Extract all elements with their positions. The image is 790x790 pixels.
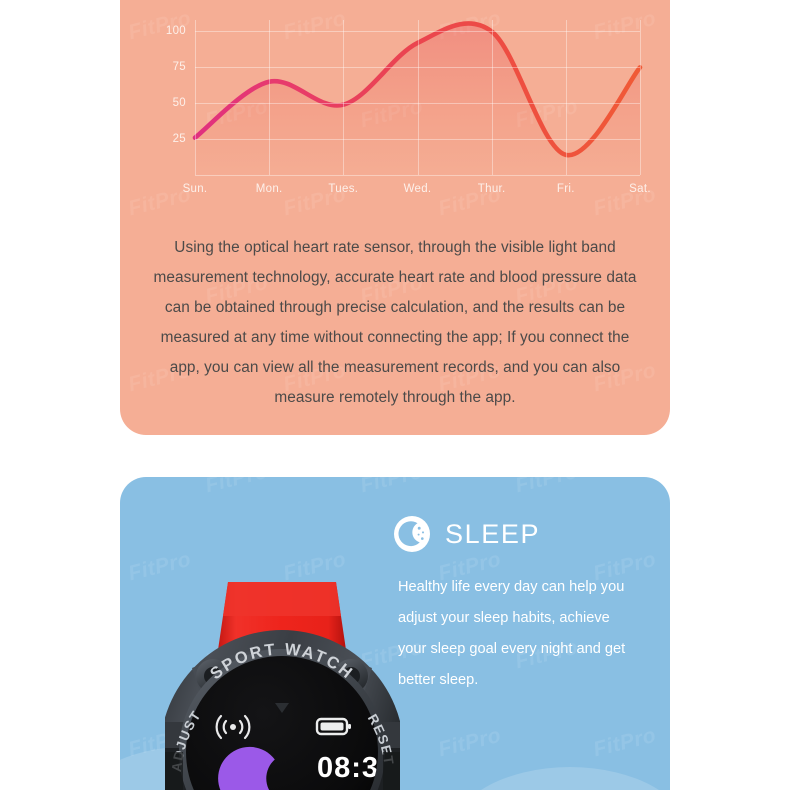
chart-x-tick-label: Sun.: [182, 183, 208, 195]
chart-x-tick-label: Sat.: [629, 183, 651, 195]
watermark-text: FitPro: [668, 95, 670, 134]
watermark-text: FitPro: [358, 477, 426, 498]
chart-gridline-vertical: [195, 20, 196, 175]
chart-series-svg: [192, 21, 643, 175]
cloud-decoration: [450, 767, 670, 790]
chart-gridline-horizontal: [195, 31, 640, 33]
sleep-heading: SLEEP: [393, 515, 540, 553]
watch-svg: SPORT WATCH ADJUST RESET: [153, 582, 413, 790]
chart-gridline-horizontal: [195, 139, 640, 141]
chart-gridline-vertical: [491, 20, 493, 175]
heart-rate-chart: 100 75 50 25 Sun. Mon. Tues. Wed. Thur. Fri. Sat.: [150, 20, 651, 205]
watermark-text: FitPro: [668, 477, 670, 498]
chart-x-tick-label: Thur.: [477, 183, 506, 195]
heart-rate-description: Using the optical heart rate sensor, thr…: [153, 239, 637, 406]
sleep-title: SLEEP: [445, 518, 541, 549]
watermark-text: FitPro: [668, 636, 670, 675]
chart-gridline-vertical: [640, 20, 641, 175]
sleep-description: Healthy life every day can help you adju…: [398, 579, 626, 688]
chart-x-tick-label: Tues.: [328, 183, 359, 195]
watermark-text: FitPro: [590, 723, 658, 762]
chart-gridline-vertical: [565, 20, 567, 175]
chart-gridline-horizontal: [195, 67, 640, 69]
chart-y-tick-label: 50: [172, 97, 186, 110]
chart-x-tick-label: Wed.: [403, 183, 432, 195]
chart-x-tick-label: Fri.: [556, 183, 575, 195]
watermark-text: FitPro: [435, 723, 503, 762]
chart-x-tick-label: Mon.: [255, 183, 283, 195]
chart-gridline-vertical: [417, 20, 419, 175]
sleep-moon-icon: [393, 515, 431, 553]
heart-rate-card: FitPro FitPro FitPro FitPro FitPro FitPro FitP…: [120, 0, 670, 435]
battery-icon: [315, 717, 351, 736]
watch-marker-triangle-icon: [275, 703, 289, 713]
sleep-card: FitPro FitPro FitPro FitPro FitPro FitPro FitP…: [120, 477, 670, 790]
chart-y-tick-label: 75: [172, 61, 186, 74]
chart-plot-area: 100 75 50 25 Sun. Mon. Tues. Wed. Thur. Fri. Sat.: [166, 20, 651, 195]
watch-grip-right: [383, 752, 405, 790]
chart-gridline-horizontal: [195, 103, 640, 105]
chart-y-tick-label: 100: [165, 25, 186, 38]
watch-strap-highlight: [223, 582, 341, 616]
watermark-text: FitPro: [668, 271, 670, 310]
watermark-text: FitPro: [513, 477, 581, 498]
screen-time: 08:30: [317, 752, 396, 784]
watermark-text: FitPro: [203, 477, 271, 498]
screen-moon-icon: [218, 746, 275, 790]
chart-axis-baseline: [195, 175, 640, 176]
chart-gridline-vertical: [343, 20, 345, 175]
chart-y-tick-label: 25: [172, 133, 186, 146]
smart-watch-illustration: SPORT WATCH ADJUST RESET: [153, 572, 413, 790]
chart-gridline-vertical: [269, 20, 271, 175]
signal-waves-icon: [215, 714, 251, 740]
watch-grip-left: [161, 752, 183, 790]
